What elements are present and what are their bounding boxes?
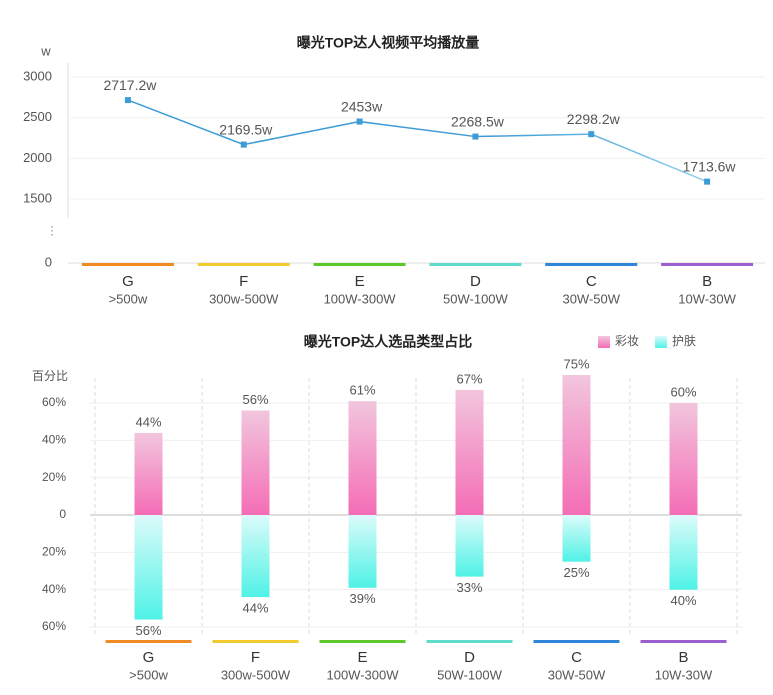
category-strip [661,263,754,266]
y-tick-label: 20% [42,545,66,559]
x-tick-label: C [586,273,597,290]
chart-title: 曝光TOP达人选品类型占比 [304,334,473,350]
y-tick-label: 2000 [23,150,52,165]
x-tick-label: D [470,273,481,290]
data-label: 75% [563,356,589,371]
data-label: 56% [242,392,268,407]
y-label: 百分比 [32,369,68,383]
line [127,99,708,183]
bar [669,403,698,515]
x-tick-label: F [251,649,260,666]
data-label: 44% [242,601,268,616]
data-label: 2169.5w [219,121,273,137]
y-tick-label: 2500 [23,109,52,124]
data-label: 44% [135,414,161,429]
category-strip [533,640,620,643]
y-tick-label: 40% [42,433,66,447]
y-tick-label: 20% [42,470,66,484]
y-tick-label: 40% [42,582,66,596]
point [704,178,711,185]
y-tick-label: 3000 [23,69,52,84]
legend-swatch [655,336,667,348]
x-tick-sublabel: >500w [129,667,168,682]
x-tick-sublabel: 10W-30W [678,291,736,306]
category-strip [212,640,299,643]
x-tick-label: B [678,649,688,666]
data-label: 60% [670,384,696,399]
data-label: 33% [456,580,482,595]
bar [241,410,270,515]
x-tick-sublabel: 300w-500W [209,291,279,306]
category-strip [81,263,174,266]
x-tick-label: C [571,649,582,666]
point [124,97,131,104]
bar [241,515,270,598]
category-strip [105,640,192,643]
x-tick-label: E [355,273,365,290]
data-label: 2298.2w [567,111,621,127]
chart-title: 曝光TOP达人视频平均播放量 [297,35,480,51]
data-label: 40% [670,593,696,608]
data-label: 2268.5w [451,113,505,129]
x-tick-label: G [122,273,134,290]
bar [669,515,698,590]
category-strip [319,640,406,643]
y-unit: w [40,43,51,58]
point [472,133,479,140]
data-label: 39% [349,591,375,606]
data-label: 1713.6w [683,158,737,174]
legend-swatch [598,336,610,348]
category-strip [426,640,513,643]
x-tick-label: G [143,649,155,666]
x-tick-sublabel: >500w [109,291,148,306]
legend-label: 护肤 [672,333,696,348]
bar [348,515,377,588]
bar [134,515,163,620]
x-tick-label: E [357,649,367,666]
x-tick-label: D [464,649,475,666]
x-tick-sublabel: 50W-100W [443,291,509,306]
point [356,118,363,125]
category-strip [429,263,522,266]
data-label: 25% [563,565,589,580]
bar [134,432,163,515]
point [588,131,595,138]
x-tick-sublabel: 30W-50W [562,291,620,306]
bar [455,515,484,577]
legend-label: 彩妆 [615,334,639,348]
data-label: 2717.2w [103,77,157,93]
y-tick-label: 0 [45,254,52,269]
y-tick-label: 60% [42,619,66,633]
x-tick-sublabel: 100W-300W [326,667,399,682]
bar [455,389,484,515]
category-strip [640,640,727,643]
category-strip [313,263,406,266]
category-strip [197,263,290,266]
x-tick-sublabel: 300w-500W [221,667,291,682]
data-label: 2453w [341,98,383,114]
y-tick-label: 1500 [23,190,52,205]
bar [562,375,591,515]
category-strip [545,263,638,266]
y-tick-label: 0 [59,507,66,521]
data-label: 56% [135,623,161,638]
y-tick-label: 60% [42,395,66,409]
data-label: 67% [456,371,482,386]
x-tick-label: B [702,273,712,290]
x-tick-sublabel: 10W-30W [655,667,713,682]
x-tick-sublabel: 30W-50W [548,667,606,682]
x-tick-sublabel: 50W-100W [437,667,503,682]
bar [562,515,591,562]
x-tick-sublabel: 100W-300W [324,291,397,306]
data-label: 61% [349,383,375,398]
point [240,141,247,148]
bar [348,401,377,515]
x-tick-label: F [239,273,248,290]
